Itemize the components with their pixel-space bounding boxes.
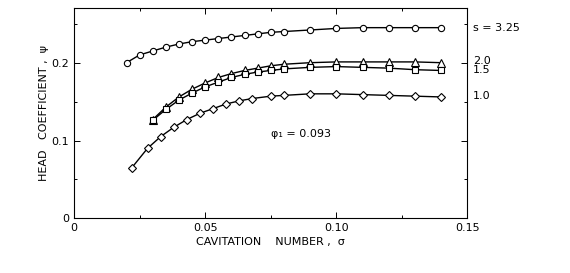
Text: 1.0: 1.0 (473, 91, 491, 101)
Text: s = 3.25: s = 3.25 (473, 23, 520, 33)
Y-axis label: HEAD   COEFFICIENT ,  ψ: HEAD COEFFICIENT , ψ (39, 45, 48, 181)
Text: 2.0: 2.0 (473, 56, 491, 66)
Text: 1.5: 1.5 (473, 66, 491, 75)
X-axis label: CAVITATION    NUMBER ,  σ: CAVITATION NUMBER , σ (197, 238, 345, 247)
Text: φ₁ = 0.093: φ₁ = 0.093 (271, 129, 331, 139)
